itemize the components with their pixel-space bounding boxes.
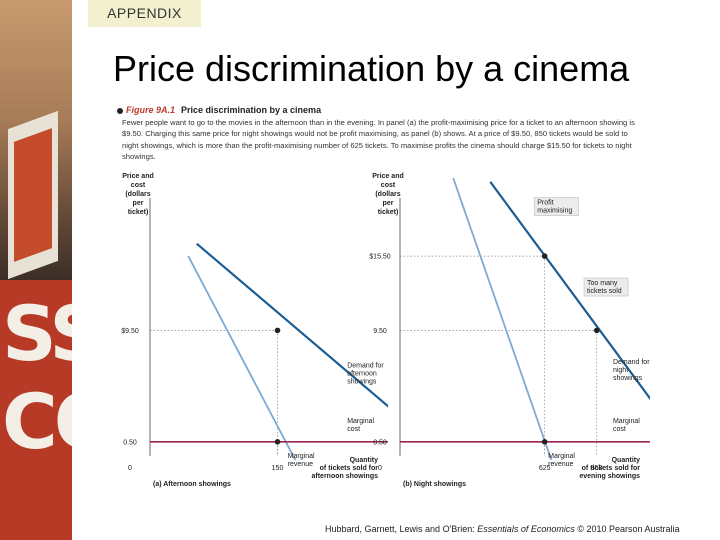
callout-label: maximising [537, 208, 572, 215]
x-axis-label: Quantity [350, 457, 378, 464]
series-label: Marginal [288, 453, 315, 460]
y-axis-label: (dollars [375, 191, 400, 198]
series-label: night [613, 367, 628, 374]
callout-box [583, 277, 629, 297]
equilibrium-point [274, 327, 281, 334]
y-axis-label: Price and [122, 173, 154, 180]
y-tick-label: $15.50 [369, 254, 391, 261]
series-label: afternoon [347, 371, 377, 378]
credit-publisher: © 2010 Pearson Australia [574, 524, 680, 534]
x-axis-label: evening showings [579, 473, 640, 480]
cover-photo: SSCO [0, 0, 72, 540]
series-label: Demand for [613, 359, 650, 366]
panel-label: (b) Night showings [403, 481, 466, 488]
y-axis-label: (dollars [125, 191, 150, 198]
marginal-revenue-line [452, 178, 553, 460]
x-axis-label: of tickets sold for [320, 465, 379, 472]
y-axis-label: ticket) [378, 209, 399, 216]
cover-photo-red-band [0, 280, 72, 540]
x-tick-label: 625 [539, 465, 551, 472]
y-tick-label: 0.50 [123, 439, 137, 446]
equilibrium-point [274, 439, 281, 445]
equilibrium-point [593, 327, 600, 334]
y-tick-label: $9.50 [121, 328, 139, 335]
callout-label: Too many [587, 280, 618, 287]
demand-line [196, 242, 388, 408]
y-axis-label: ticket) [128, 209, 149, 216]
equilibrium-point [541, 439, 548, 445]
y-axis-label: per [383, 200, 394, 207]
series-label: cost [613, 426, 626, 433]
x-axis-label: Quantity [612, 457, 640, 464]
series-label: showings [347, 379, 377, 386]
panel-label: (a) Afternoon showings [153, 481, 231, 488]
callout-label: tickets sold [587, 288, 622, 295]
equilibrium-point [541, 253, 548, 259]
series-label: revenue [288, 461, 313, 468]
x-tick-label: 150 [272, 465, 284, 472]
series-label: revenue [548, 461, 573, 468]
x-tick-label: 850 [591, 465, 603, 472]
appendix-tag: APPENDIX [88, 0, 201, 27]
series-label: showings [613, 375, 643, 382]
y-tick-label: 0.50 [373, 439, 387, 446]
x-axis-label: of tickets sold for [582, 465, 641, 472]
y-tick-label: 9.50 [373, 328, 387, 335]
y-axis-label: Price and [372, 173, 404, 180]
demand-line [489, 181, 650, 401]
y-axis-label: per [133, 200, 144, 207]
x-tick-label: 0 [128, 465, 132, 472]
x-tick-label: 0 [378, 465, 382, 472]
series-label: Marginal [613, 418, 640, 425]
credit-line: Hubbard, Garnett, Lewis and O'Brien: Ess… [325, 524, 680, 534]
y-axis-label: cost [131, 182, 146, 189]
callout-label: Profit [537, 200, 553, 207]
series-label: Marginal [548, 453, 575, 460]
credit-authors: Hubbard, Garnett, Lewis and O'Brien: [325, 524, 478, 534]
series-label: cost [347, 426, 360, 433]
marginal-revenue-line [187, 255, 297, 460]
bullet-icon [117, 107, 123, 114]
figure-number: Figure 9A.1 [126, 105, 176, 115]
series-label: Marginal [347, 418, 374, 425]
y-axis-label: cost [381, 182, 396, 189]
figure-heading: Figure 9A.1 Price discrimination by a cin… [117, 105, 321, 115]
cover-photo-book-spine [14, 128, 52, 262]
callout-box [533, 197, 579, 216]
x-axis-label: afternoon showings [312, 473, 379, 480]
cover-photo-lettering: SSCO [2, 289, 72, 466]
series-label: Demand for [347, 363, 384, 370]
charts-area: Price and cost (dollars per ticket) 0.50 $9.50… [121, 173, 650, 488]
credit-book-title: Essentials of Economics [477, 524, 575, 534]
figure-caption: Fewer people want to go to the movies in… [122, 118, 635, 162]
slide-title: Price discrimination by a cinema [113, 48, 630, 89]
figure-title: Price discrimination by a cinema [181, 105, 322, 115]
